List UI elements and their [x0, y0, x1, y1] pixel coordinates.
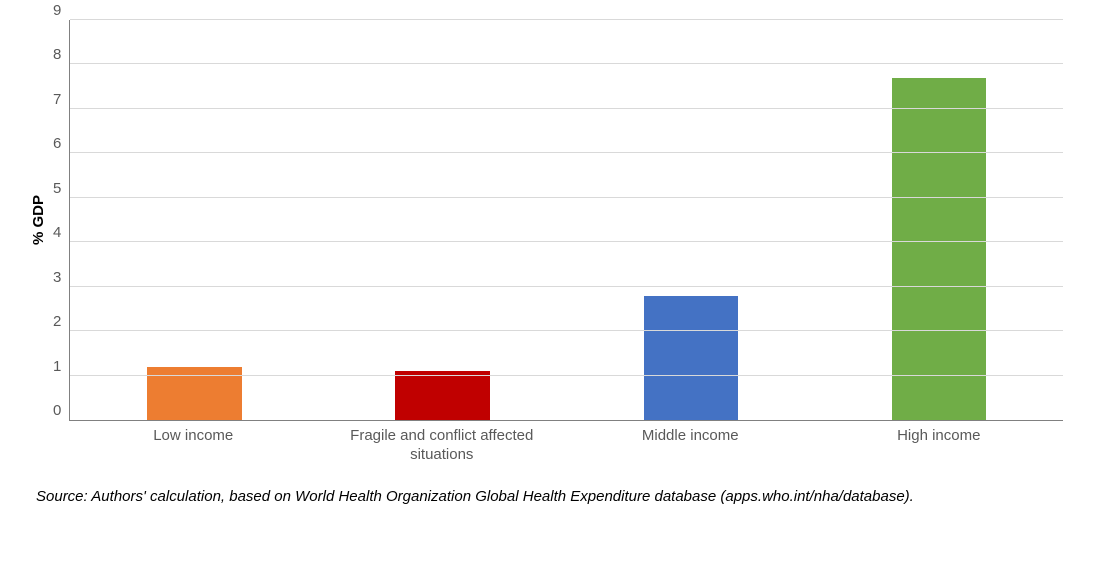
x-axis-labels: Low incomeFragile and conflict affected … — [69, 421, 1063, 465]
gridline — [70, 375, 1063, 376]
gridline — [70, 63, 1063, 64]
chart-area: % GDP 9876543210 — [30, 20, 1063, 421]
bar — [892, 78, 986, 420]
chart-container: % GDP 9876543210 Low incomeFragile and c… — [0, 0, 1093, 517]
x-axis-label: High income — [815, 421, 1064, 465]
gridline — [70, 286, 1063, 287]
gridline — [70, 330, 1063, 331]
gridline — [70, 152, 1063, 153]
gridline — [70, 19, 1063, 20]
x-axis-label: Low income — [69, 421, 318, 465]
bars-layer — [70, 20, 1063, 420]
gridline — [70, 197, 1063, 198]
bar-slot — [70, 20, 318, 420]
x-axis-label: Fragile and conflict affected situations — [318, 421, 567, 465]
x-axis-label: Middle income — [566, 421, 815, 465]
bar-slot — [567, 20, 815, 420]
gridline — [70, 241, 1063, 242]
y-axis-ticks: 9876543210 — [53, 20, 69, 420]
bar — [395, 371, 489, 420]
y-axis-label: % GDP — [30, 195, 47, 245]
source-note: Source: Authors' calculation, based on W… — [30, 487, 1063, 507]
x-axis: Low incomeFragile and conflict affected … — [30, 421, 1063, 465]
bar-slot — [815, 20, 1063, 420]
x-axis-spacer — [30, 421, 69, 465]
bar-slot — [319, 20, 567, 420]
plot-area — [69, 20, 1063, 421]
gridline — [70, 108, 1063, 109]
bar — [644, 296, 738, 420]
